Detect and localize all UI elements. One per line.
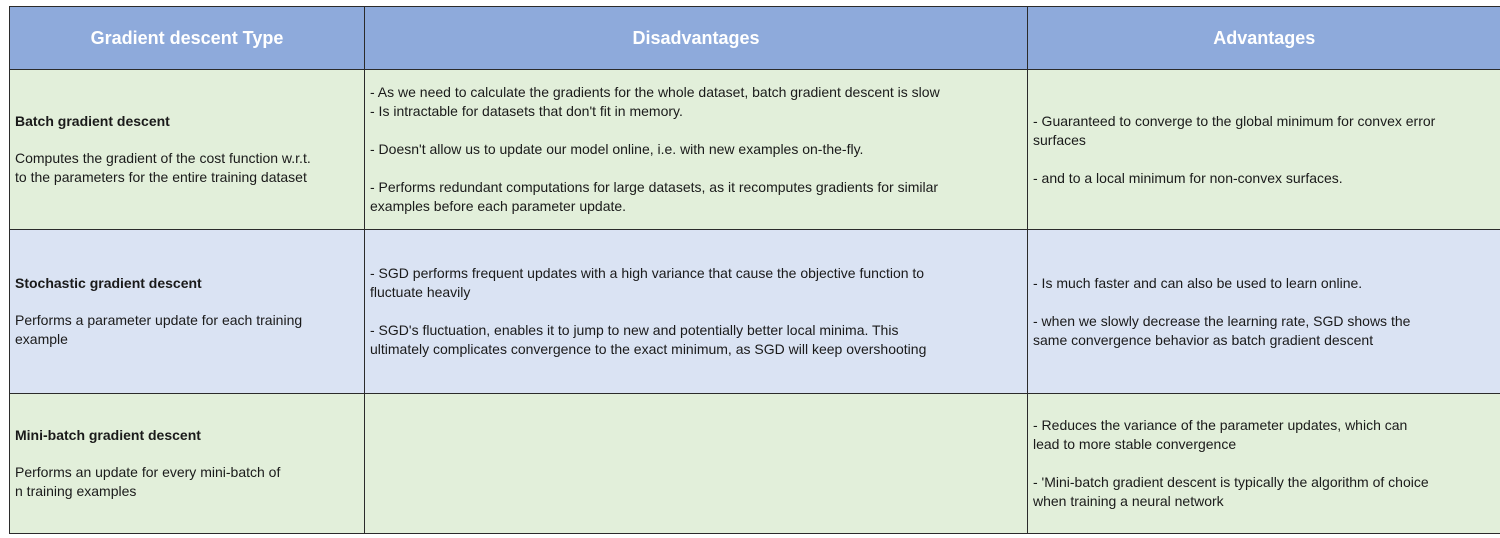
text-line: - Is intractable for datasets that don't… bbox=[370, 103, 683, 119]
text-line: - SGD performs frequent updates with a h… bbox=[370, 265, 925, 281]
gradient-descent-comparison-table: Gradient descent Type Disadvantages Adva… bbox=[9, 6, 1500, 534]
type-title: Batch gradient descent bbox=[15, 113, 170, 129]
text-line: - Performs redundant computations for la… bbox=[370, 179, 939, 195]
text-line: when training a neural network bbox=[1033, 493, 1224, 509]
cell-advantages[interactable]: - Is much faster and can also be used to… bbox=[1027, 229, 1500, 394]
cell-disadvantages[interactable]: - SGD performs frequent updates with a h… bbox=[364, 229, 1028, 394]
text-line: lead to more stable convergence bbox=[1033, 436, 1237, 452]
type-title: Mini-batch gradient descent bbox=[15, 427, 201, 443]
header-row: Gradient descent Type Disadvantages Adva… bbox=[9, 6, 1500, 70]
table-row: Mini-batch gradient descent Performs an … bbox=[9, 393, 1500, 534]
text-line: example bbox=[15, 331, 68, 347]
text-line: - when we slowly decrease the learning r… bbox=[1033, 312, 1411, 329]
cell-advantages[interactable]: - Guaranteed to converge to the global m… bbox=[1027, 69, 1500, 230]
text-line: - Is much faster and can also be used to… bbox=[1033, 274, 1363, 291]
text-line: - Guaranteed to converge to the global m… bbox=[1033, 112, 1436, 129]
text-line: Computes the gradient of the cost functi… bbox=[15, 150, 311, 166]
table-row: Stochastic gradient descent Performs a p… bbox=[9, 229, 1500, 394]
type-description: Performs an update for every mini-batch … bbox=[15, 463, 362, 501]
text-line: to the parameters for the entire trainin… bbox=[15, 169, 307, 185]
text-line: examples before each parameter update. bbox=[370, 198, 627, 214]
text-line: fluctuate heavily bbox=[370, 284, 471, 300]
header-disadvantages: Disadvantages bbox=[364, 6, 1028, 70]
text-line: - SGD's fluctuation, enables it to jump … bbox=[370, 322, 899, 338]
text-line: Performs an update for every mini-batch … bbox=[15, 464, 281, 480]
text-line: same convergence behavior as batch gradi… bbox=[1033, 331, 1374, 348]
cell-advantages[interactable]: - Reduces the variance of the parameter … bbox=[1027, 393, 1500, 534]
text-line: - Reduces the variance of the parameter … bbox=[1033, 417, 1408, 433]
cell-type[interactable]: Stochastic gradient descent Performs a p… bbox=[9, 229, 365, 394]
cell-disadvantages-empty[interactable] bbox=[364, 393, 1028, 534]
text-line: - 'Mini-batch gradient descent is typica… bbox=[1033, 474, 1429, 490]
type-description: Performs a parameter update for each tra… bbox=[15, 311, 362, 349]
line-gap bbox=[1033, 150, 1499, 169]
cell-type[interactable]: Batch gradient descent Computes the grad… bbox=[9, 69, 365, 230]
type-title: Stochastic gradient descent bbox=[15, 275, 202, 291]
text-line: - and to a local minimum for non-convex … bbox=[1033, 169, 1343, 186]
line-gap bbox=[370, 121, 1025, 140]
text-line: Performs a parameter update for each tra… bbox=[15, 312, 303, 328]
header-type: Gradient descent Type bbox=[9, 6, 365, 70]
text-line: - As we need to calculate the gradients … bbox=[370, 84, 940, 100]
type-description: Computes the gradient of the cost functi… bbox=[15, 149, 362, 187]
line-gap bbox=[1033, 454, 1499, 473]
header-advantages: Advantages bbox=[1027, 6, 1500, 70]
spreadsheet-table-region: Gradient descent Type Disadvantages Adva… bbox=[9, 6, 1500, 534]
line-gap bbox=[370, 302, 1025, 321]
text-line: surfaces bbox=[1033, 131, 1086, 148]
text-line: ultimately complicates convergence to th… bbox=[370, 341, 927, 357]
text-line: n training examples bbox=[15, 483, 137, 499]
table-row: Batch gradient descent Computes the grad… bbox=[9, 69, 1500, 230]
text-line: - Doesn't allow us to update our model o… bbox=[370, 141, 864, 157]
cell-disadvantages[interactable]: - As we need to calculate the gradients … bbox=[364, 69, 1028, 230]
line-gap bbox=[1033, 293, 1499, 312]
cell-type[interactable]: Mini-batch gradient descent Performs an … bbox=[9, 393, 365, 534]
line-gap bbox=[370, 159, 1025, 178]
